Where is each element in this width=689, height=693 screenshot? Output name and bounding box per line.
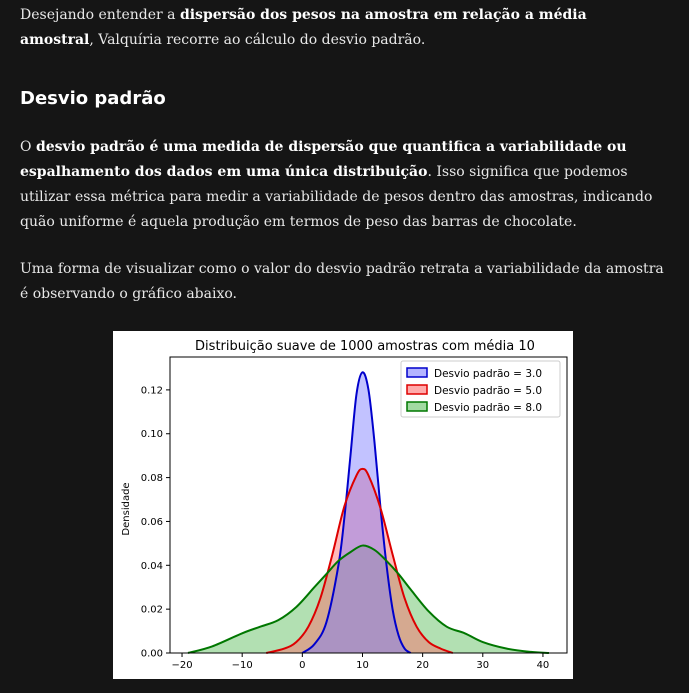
x-tick-label: −10 [232,660,253,671]
y-tick-label: 0.06 [141,517,163,528]
legend-swatch-2 [406,384,428,395]
definition-text-b: . Isso significa que podemos utilizar es… [20,164,653,230]
x-tick-label: 40 [537,660,550,671]
section-heading: Desvio padrão [20,88,166,109]
density-chart-figure: Distribuição suave de 1000 amostras com … [113,331,573,679]
legend-swatch-1 [406,367,428,378]
intro-bold-a: dispersão dos pesos na amostra em relaçã… [20,7,587,48]
x-tick-label: 20 [416,660,429,671]
series-area-2 [266,468,453,653]
visual-intro-paragraph: Uma forma de visualizar como o valor do … [20,261,664,302]
definition-text-a: O [20,139,36,155]
chart-axes: −20 −10 0 10 20 30 40 0.00 0.02 0.04 0.06 0.08 0.10 0… [141,385,550,671]
y-tick-label: 0.08 [141,473,163,484]
legend-box [400,360,561,418]
chart-title: Distribuição suave de 1000 amostras com … [195,339,535,354]
density-chart: Distribuição suave de 1000 amostras com … [121,339,568,671]
series-area-1 [302,372,411,653]
y-tick-label: 0.02 [141,605,163,616]
x-tick-label: 30 [476,660,489,671]
legend-label-2: Desvio padrão = 5.0 [434,385,542,397]
chart-plot-frame [169,356,568,654]
chart-fills [188,372,549,653]
y-tick-label: 0.10 [141,429,163,440]
chart-lines [187,371,550,654]
series-line-1 [301,371,412,654]
x-tick-label: 10 [356,660,369,671]
series-area-3 [188,545,549,653]
definition-bold-a: desvio padrão é uma medida de dispersão … [20,139,627,180]
intro-text-b: , Valquíria recorre ao cálculo do desvio… [89,32,426,48]
chart-legend: Desvio padrão = 3.0 Desvio padrão = 5.0 De… [400,360,561,418]
legend-label-3: Desvio padrão = 8.0 [434,402,542,414]
series-line-2 [266,467,454,654]
intro-paragraph: Desejando entender a dispersão dos pesos… [20,3,660,53]
definition-paragraph: O desvio padrão é uma medida de dispersã… [20,135,670,235]
intro-text-a: Desejando entender a [20,7,180,23]
series-line-3 [187,544,550,654]
y-tick-label: 0.00 [141,649,163,660]
legend-swatch-3 [406,401,428,412]
legend-label-1: Desvio padrão = 3.0 [434,368,542,380]
x-tick-label: −20 [171,660,192,671]
x-tick-label: 0 [299,660,305,671]
y-tick-label: 0.04 [141,561,163,572]
chart-y-axis-label: Densidade [121,482,132,535]
y-tick-label: 0.12 [141,385,163,396]
